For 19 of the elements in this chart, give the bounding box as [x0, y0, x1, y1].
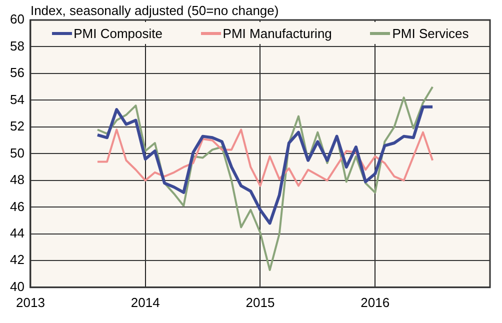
y-tick-label: 54 [10, 92, 24, 107]
x-tick-label: 2014 [130, 294, 160, 310]
y-tick-label: 60 [10, 12, 24, 27]
y-tick-label: 42 [10, 252, 24, 268]
x-tick-label: 2015 [246, 294, 275, 310]
legend-label: PMI Composite [74, 26, 162, 40]
y-axis-title: Index, seasonally adjusted (50=no change) [30, 3, 279, 18]
legend-label: PMI Manufacturing [222, 26, 332, 40]
y-tick-label: 40 [10, 278, 24, 294]
y-tick-label: 52 [10, 118, 24, 134]
legend-label: PMI Services [392, 26, 469, 40]
x-tick-label: 2016 [360, 294, 390, 310]
x-tick-label: 2013 [16, 294, 45, 310]
y-tick-label: 44 [10, 226, 24, 240]
y-tick-label: 50 [10, 145, 24, 160]
y-tick-label: 58 [10, 38, 24, 54]
y-tick-label: 56 [10, 65, 24, 80]
y-tick-label: 46 [10, 198, 24, 214]
y-tick-label: 48 [10, 172, 24, 188]
